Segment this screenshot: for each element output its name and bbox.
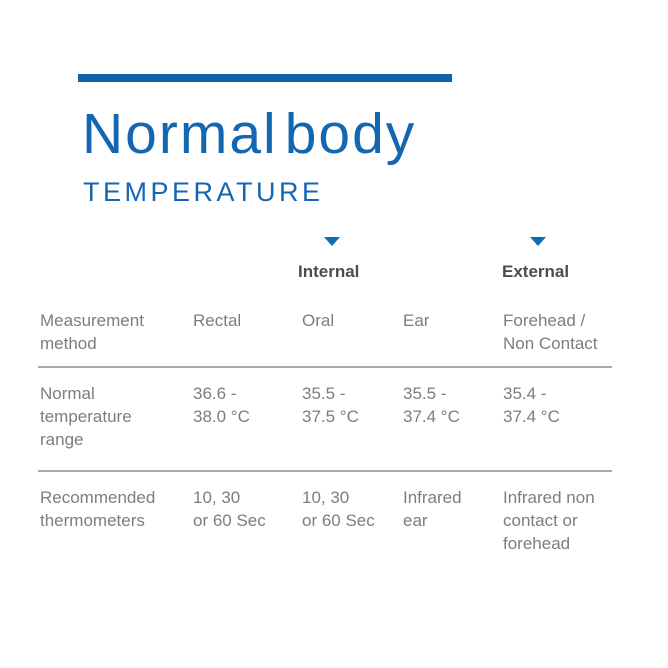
cell-method-oral: Oral [302, 311, 335, 330]
cell-method-forehead: Forehead / Non Contact [503, 311, 598, 353]
cell-thermometer-oral: 10, 30 or 60 Sec [302, 488, 375, 530]
page-subtitle: TEMPERATURE [83, 177, 324, 207]
table-row-measurement-method: Measurement method Rectal Oral Ear Foreh… [40, 309, 616, 355]
internal-pointer-triangle-icon [324, 237, 340, 246]
cell-method-ear: Ear [403, 311, 430, 330]
cell-range-ear: 35.5 - 37.4 °C [403, 384, 460, 426]
accent-bar [78, 74, 452, 82]
title-word-body: body [284, 102, 417, 166]
group-label-external: External [502, 262, 570, 281]
row-divider [38, 470, 612, 472]
title-word-normal: Normal [82, 102, 278, 166]
group-label-internal: Internal [298, 262, 360, 281]
external-pointer-triangle-icon [530, 237, 546, 246]
table-row-recommended-thermometers: Recommended thermometers 10, 30 or 60 Se… [40, 486, 616, 555]
cell-range-oral: 35.5 - 37.5 °C [302, 384, 359, 426]
row-header-temperature-range: Normal temperature range [40, 384, 132, 449]
cell-range-rectal: 36.6 - 38.0 °C [193, 384, 250, 426]
cell-thermometer-ear: Infrared ear [403, 488, 462, 530]
table-row-temperature-range: Normal temperature range 36.6 - 38.0 °C … [40, 382, 616, 451]
cell-method-rectal: Rectal [193, 311, 242, 330]
row-divider [38, 366, 612, 368]
row-header-recommended-thermometers: Recommended thermometers [40, 488, 156, 530]
cell-thermometer-forehead: Infrared non contact or forehead [503, 488, 595, 553]
cell-thermometer-rectal: 10, 30 or 60 Sec [193, 488, 266, 530]
cell-range-forehead: 35.4 - 37.4 °C [503, 384, 560, 426]
page-title: Normal body [82, 106, 416, 163]
row-header-measurement-method: Measurement method [40, 311, 144, 353]
